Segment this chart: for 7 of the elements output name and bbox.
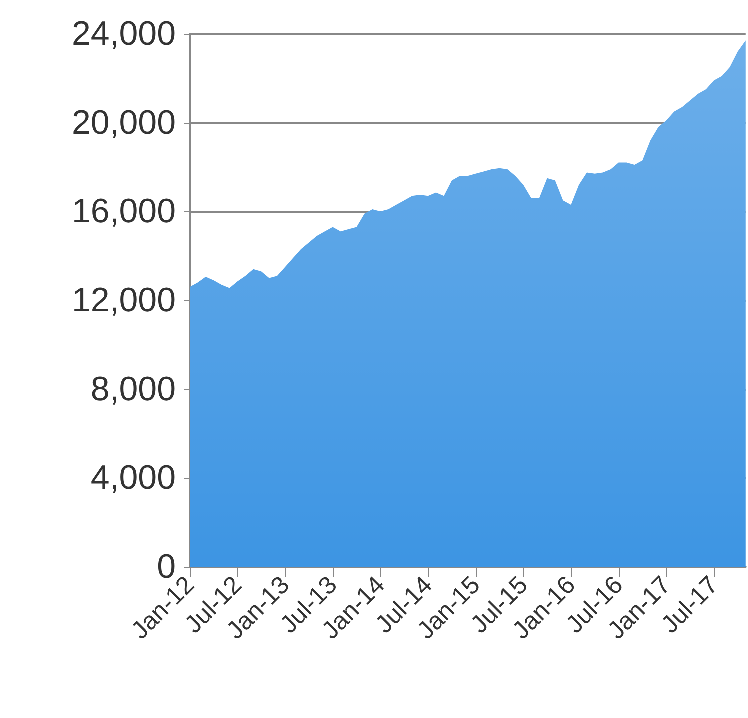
y-tick-label: 20,000	[72, 104, 176, 142]
y-tick-label: 4,000	[90, 459, 176, 498]
y-tick-label: 12,000	[72, 282, 176, 320]
y-tick-label: 16,000	[72, 192, 176, 231]
y-tick-label: 24,000	[72, 15, 176, 53]
y-tick-label: 0	[157, 548, 176, 586]
y-tick-label: 8,000	[90, 370, 176, 408]
